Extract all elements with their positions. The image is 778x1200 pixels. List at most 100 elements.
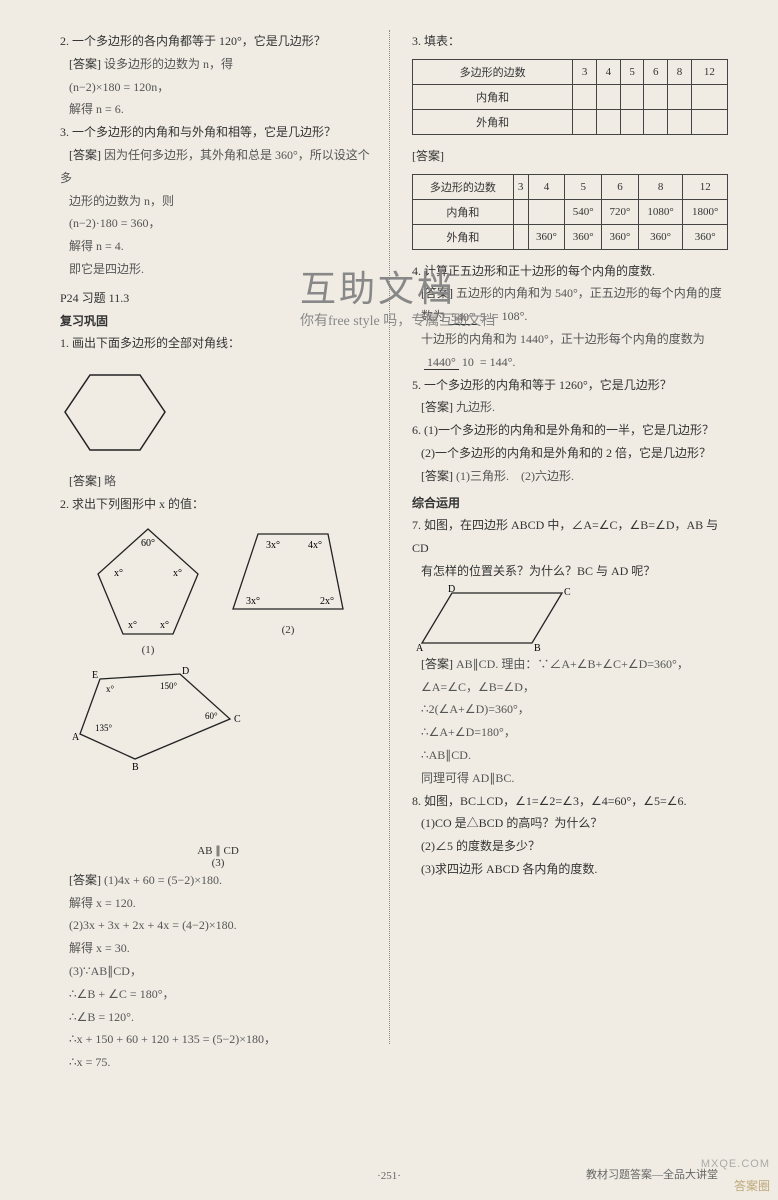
svg-text:B: B bbox=[132, 762, 139, 773]
svg-text:x°: x° bbox=[160, 620, 169, 631]
l-q2b-a3a: ∴∠B + ∠C = 180°， bbox=[69, 987, 175, 1001]
fraction: 1440°10 bbox=[424, 356, 477, 369]
t1-c: 4 bbox=[597, 59, 621, 84]
pentagon-figure: 60° x° x° x° x° bbox=[88, 524, 208, 644]
hexagon-figure bbox=[60, 365, 376, 460]
svg-text:E: E bbox=[92, 670, 98, 681]
r-q4-a1a: 五边形的内角和为 540°，正五边形的每个内角的度 bbox=[456, 286, 722, 300]
l-q2-a1: 设多边形的边数为 n，得 bbox=[104, 57, 233, 71]
r-q8-p2: (2)∠5 的度数是多少？ bbox=[421, 839, 540, 853]
svg-text:135°: 135° bbox=[95, 723, 113, 733]
svg-text:A: A bbox=[72, 732, 80, 743]
t2-h1: 多边形的边数 bbox=[413, 174, 514, 199]
section-ref: P24 习题 11.3 bbox=[60, 291, 129, 305]
t2-i bbox=[528, 199, 565, 224]
section-title: 复习巩固 bbox=[60, 314, 108, 328]
t2-c: 12 bbox=[683, 174, 728, 199]
svg-text:2x°: 2x° bbox=[320, 596, 334, 607]
l-q3-prompt: 一个多边形的内角和与外角和相等，它是几边形？ bbox=[72, 125, 336, 139]
t2-c: 6 bbox=[602, 174, 639, 199]
svg-text:x°: x° bbox=[173, 568, 182, 579]
r-q6-ans: (1)三角形. (2)六边形. bbox=[456, 469, 574, 483]
frac-bot: 5 bbox=[477, 310, 489, 324]
ans-label: [答案] bbox=[69, 873, 101, 887]
svg-text:x°: x° bbox=[128, 620, 137, 631]
t1-c: 12 bbox=[691, 59, 727, 84]
parallelogram-figure: D C A B bbox=[412, 583, 572, 653]
l-q1b-prompt: 画出下面多边形的全部对角线： bbox=[72, 336, 240, 350]
abcd-note: AB ∥ CD bbox=[197, 844, 239, 857]
l-q1b-ans: 略 bbox=[104, 474, 116, 488]
section2: 综合运用 bbox=[412, 496, 460, 510]
fig1-label: (1) bbox=[88, 644, 208, 656]
t2-i: 1080° bbox=[638, 199, 683, 224]
t2-c: 4 bbox=[528, 174, 565, 199]
t2-h2: 内角和 bbox=[413, 199, 514, 224]
l-q2b-a2: (2)3x + 3x + 2x + 4x = (4−2)×180. bbox=[69, 918, 237, 932]
l-q2b-prompt: 求出下列图形中 x 的值： bbox=[72, 497, 204, 511]
svg-text:C: C bbox=[234, 714, 241, 725]
table1: 多边形的边数 3 4 5 6 8 12 内角和 外角和 bbox=[412, 59, 728, 135]
t1-h1: 多边形的边数 bbox=[413, 59, 573, 84]
l-q3-solve: 解得 n = 4. bbox=[69, 239, 124, 253]
l-q2b-a2s: 解得 x = 30. bbox=[69, 941, 130, 955]
t1-c: 3 bbox=[573, 59, 597, 84]
t2-i: 540° bbox=[565, 199, 602, 224]
l-q2b-a3c: ∴x + 150 + 60 + 120 + 135 = (5−2)×180， bbox=[69, 1032, 276, 1046]
t1-c: 5 bbox=[620, 59, 644, 84]
svg-text:B: B bbox=[534, 643, 541, 653]
t2-e: 360° bbox=[528, 224, 565, 249]
frac-bot: 10 bbox=[459, 355, 477, 369]
ans-label: [答案] bbox=[69, 148, 101, 162]
ans-label: [答案] bbox=[421, 286, 453, 300]
l-q2b-a3b: ∴∠B = 120°. bbox=[69, 1010, 134, 1024]
l-q2-prompt: 一个多边形的各内角都等于 120°，它是几边形？ bbox=[72, 34, 326, 48]
l-q2b-a3: (3)∵AB∥CD， bbox=[69, 964, 142, 978]
r-q5-prompt: 一个多边形的内角和等于 1260°，它是几边形？ bbox=[424, 378, 672, 392]
t2-e: 360° bbox=[638, 224, 683, 249]
svg-text:4x°: 4x° bbox=[308, 540, 322, 551]
l-q2b-a3d: ∴x = 75. bbox=[69, 1055, 110, 1069]
t2-i: 720° bbox=[602, 199, 639, 224]
footer-right: 教材习题答案—全品大讲堂 bbox=[586, 1166, 718, 1182]
t2-e bbox=[513, 224, 528, 249]
t1-c: 6 bbox=[644, 59, 668, 84]
t2-e: 360° bbox=[602, 224, 639, 249]
r-q3-prompt: 填表： bbox=[424, 34, 460, 48]
t2-h3: 外角和 bbox=[413, 224, 514, 249]
ans-label: [答案] bbox=[69, 57, 101, 71]
table2: 多边形的边数 3 4 5 6 8 12 内角和 540° 720° 1080° … bbox=[412, 174, 728, 250]
ans-label: [答案] bbox=[421, 469, 453, 483]
t2-c: 5 bbox=[565, 174, 602, 199]
r-q8-prompt: 如图，BC⊥CD，∠1=∠2=∠3，∠4=60°，∠5=∠6. bbox=[424, 794, 687, 808]
t2-e: 360° bbox=[565, 224, 602, 249]
svg-text:C: C bbox=[564, 587, 571, 598]
corner-url: MXQE.COM bbox=[701, 1158, 770, 1170]
t2-c: 8 bbox=[638, 174, 683, 199]
r-q7-p1: 如图，在四边形 ABCD 中，∠A=∠C，∠B=∠D，AB 与 CD bbox=[412, 518, 718, 555]
r-q7-p2: 有怎样的位置关系？为什么？BC 与 AD 呢？ bbox=[421, 564, 655, 578]
svg-text:D: D bbox=[448, 584, 455, 595]
l-q2-solve: 解得 n = 6. bbox=[69, 102, 124, 116]
l-q3-a1: 因为任何多边形，其外角和总是 360°，所以设这个多 bbox=[60, 148, 370, 185]
r-q4-a1b-post: = 108°. bbox=[492, 309, 528, 323]
t2-i bbox=[513, 199, 528, 224]
r-q7-a5: 同理可得 AD∥BC. bbox=[421, 771, 514, 785]
fraction: 540°5 bbox=[448, 311, 489, 324]
r-q7-a1: ∠A=∠C，∠B=∠D， bbox=[421, 680, 535, 694]
ans-label: [答案] bbox=[421, 657, 453, 671]
pentagon2-figure: E x° D 150° C 60° B A 135° bbox=[60, 664, 260, 774]
r-q7-a2: ∴2(∠A+∠D)=360°， bbox=[421, 702, 530, 716]
l-q3-eq: (n−2)·180 = 360， bbox=[69, 216, 161, 230]
t2-e: 360° bbox=[683, 224, 728, 249]
t1-h3: 外角和 bbox=[413, 109, 573, 134]
r-q6-p1: (1)一个多边形的内角和是外角和的一半，它是几边形？ bbox=[424, 423, 714, 437]
l-q2-eq: (n−2)×180 = 120n， bbox=[69, 80, 169, 94]
svg-text:A: A bbox=[416, 643, 424, 653]
r-q7-a0: AB∥CD. 理由：∵∠A+∠B+∠C+∠D=360°， bbox=[456, 657, 689, 671]
t1-h2: 内角和 bbox=[413, 84, 573, 109]
svg-text:3x°: 3x° bbox=[266, 540, 280, 551]
t2-c: 3 bbox=[513, 174, 528, 199]
r-q7-a3: ∴∠A+∠D=180°， bbox=[421, 725, 516, 739]
svg-text:150°: 150° bbox=[160, 681, 178, 691]
